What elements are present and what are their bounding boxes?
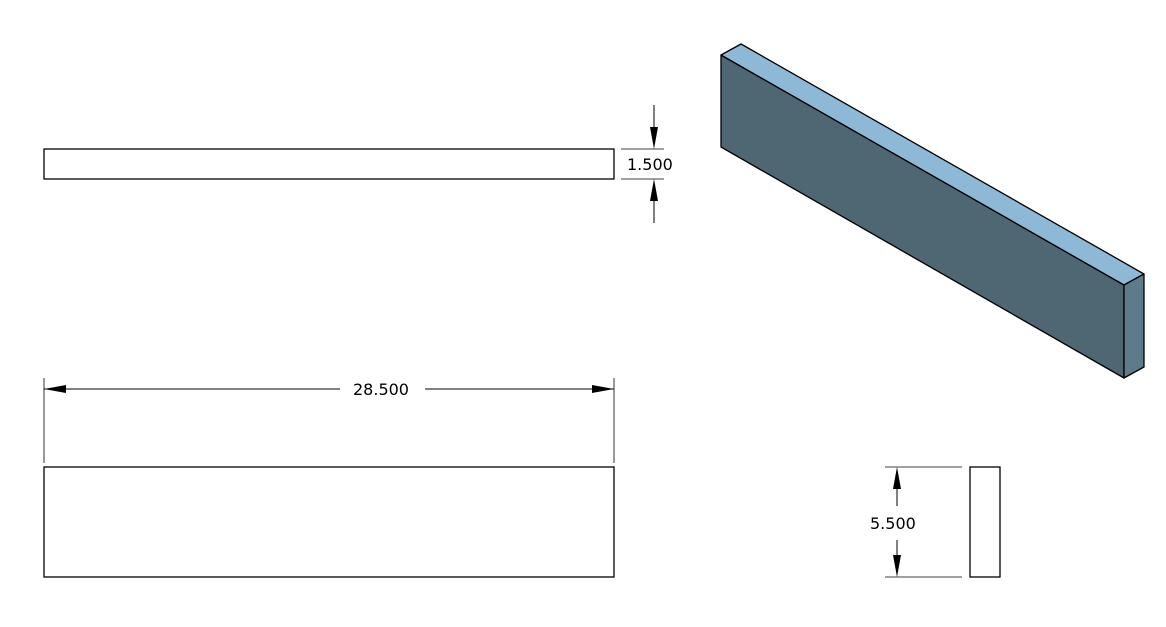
thickness-arrow-top bbox=[650, 127, 658, 149]
thickness-dimension-label: 1.500 bbox=[627, 155, 673, 174]
thickness-arrow-bottom bbox=[650, 179, 658, 201]
iso-front-face bbox=[721, 55, 1124, 378]
top-view: 1.500 bbox=[44, 105, 673, 223]
iso-end-face bbox=[1124, 274, 1144, 378]
front-view: 28.500 bbox=[44, 378, 614, 577]
length-arrow-right bbox=[592, 385, 614, 393]
height-arrow-bottom bbox=[893, 555, 901, 577]
front-view-outline bbox=[44, 467, 614, 577]
length-dimension-label: 28.500 bbox=[353, 380, 409, 399]
side-view: 5.500 bbox=[870, 467, 1000, 577]
height-dimension-label: 5.500 bbox=[870, 514, 916, 533]
side-view-outline bbox=[970, 467, 1000, 577]
top-view-outline bbox=[44, 149, 614, 179]
height-arrow-top bbox=[893, 467, 901, 489]
length-arrow-left bbox=[44, 385, 66, 393]
isometric-view bbox=[721, 44, 1144, 378]
